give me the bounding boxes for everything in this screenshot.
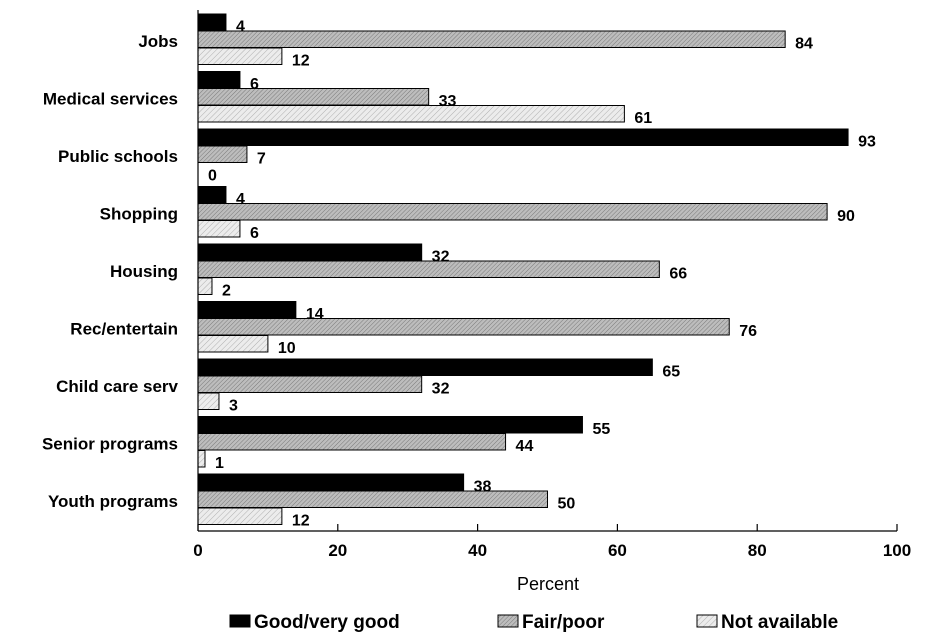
category-label-youth-programs: Youth programs	[48, 492, 178, 511]
bar-good-very-good-public-schools	[197, 128, 849, 146]
value-label-not-available-senior-programs: 1	[215, 455, 224, 472]
value-label-fair-poor-shopping: 90	[837, 208, 855, 225]
value-label-good-very-good-jobs: 4	[236, 19, 245, 36]
bar-good-very-good-rec-entertain	[197, 301, 297, 319]
legend-swatch-fair-poor	[497, 614, 519, 628]
bar-fair-poor-shopping	[197, 203, 828, 221]
bar-good-very-good-senior-programs	[197, 416, 583, 434]
legend-swatch-not-available	[696, 614, 718, 628]
value-label-good-very-good-housing: 32	[432, 249, 450, 266]
value-label-fair-poor-youth-programs: 50	[558, 496, 576, 513]
bar-good-very-good-jobs	[197, 13, 227, 31]
value-label-fair-poor-child-care-serv: 32	[432, 381, 450, 398]
bar-not-available-housing	[197, 277, 213, 295]
category-label-jobs: Jobs	[138, 32, 178, 51]
bar-not-available-senior-programs	[197, 450, 206, 468]
legend-label-not-available: Not available	[721, 612, 838, 633]
category-label-senior-programs: Senior programs	[42, 435, 178, 454]
value-label-good-very-good-rec-entertain: 14	[306, 306, 324, 323]
x-tick-label-40: 40	[468, 541, 487, 560]
x-tick-label-100: 100	[883, 541, 911, 560]
bar-good-very-good-youth-programs	[197, 473, 465, 491]
bar-not-available-child-care-serv	[197, 392, 220, 410]
bar-not-available-rec-entertain	[197, 335, 269, 353]
bar-not-available-shopping	[197, 220, 241, 238]
bar-not-available-youth-programs	[197, 507, 283, 525]
x-tick-label-80: 80	[748, 541, 767, 560]
value-label-not-available-child-care-serv: 3	[229, 398, 238, 415]
bar-fair-poor-jobs	[197, 30, 786, 48]
value-label-good-very-good-shopping: 4	[236, 191, 245, 208]
bar-good-very-good-housing	[197, 243, 423, 261]
value-label-fair-poor-senior-programs: 44	[516, 438, 534, 455]
value-label-not-available-housing: 2	[222, 283, 231, 300]
value-label-fair-poor-medical-services: 33	[439, 93, 457, 110]
category-label-housing: Housing	[110, 262, 178, 281]
category-label-rec-entertain: Rec/entertain	[70, 320, 178, 339]
value-label-fair-poor-housing: 66	[669, 266, 687, 283]
bar-good-very-good-shopping	[197, 186, 227, 204]
value-label-not-available-rec-entertain: 10	[278, 340, 296, 357]
bar-good-very-good-medical-services	[197, 71, 241, 89]
value-label-not-available-public-schools: 0	[208, 168, 217, 185]
category-label-medical-services: Medical services	[43, 90, 178, 109]
legend-swatch-good-very-good	[229, 614, 251, 628]
category-label-child-care-serv: Child care serv	[56, 377, 178, 396]
x-tick-label-60: 60	[608, 541, 627, 560]
bar-fair-poor-public-schools	[197, 145, 248, 163]
value-label-good-very-good-public-schools: 93	[858, 134, 876, 151]
category-label-public-schools: Public schools	[58, 147, 178, 166]
value-label-good-very-good-youth-programs: 38	[474, 479, 492, 496]
value-label-fair-poor-public-schools: 7	[257, 151, 266, 168]
bar-fair-poor-housing	[197, 260, 660, 278]
bar-fair-poor-senior-programs	[197, 433, 507, 451]
legend-label-fair-poor: Fair/poor	[522, 612, 605, 633]
value-label-fair-poor-rec-entertain: 76	[739, 323, 757, 340]
value-label-not-available-youth-programs: 12	[292, 513, 310, 530]
value-label-good-very-good-senior-programs: 55	[592, 421, 610, 438]
x-tick-label-0: 0	[193, 541, 202, 560]
bar-not-available-medical-services	[197, 105, 625, 123]
bar-fair-poor-medical-services	[197, 88, 430, 106]
legend-label-good-very-good: Good/very good	[254, 612, 400, 633]
bar-good-very-good-child-care-serv	[197, 358, 653, 376]
x-tick-label-20: 20	[328, 541, 347, 560]
bar-fair-poor-youth-programs	[197, 490, 548, 508]
value-label-not-available-medical-services: 61	[634, 110, 652, 127]
x-axis-title: Percent	[517, 574, 579, 594]
bar-fair-poor-child-care-serv	[197, 375, 423, 393]
value-label-not-available-jobs: 12	[292, 53, 310, 70]
bar-fair-poor-rec-entertain	[197, 318, 730, 336]
value-label-fair-poor-jobs: 84	[795, 36, 813, 53]
value-label-not-available-shopping: 6	[250, 225, 259, 242]
bar-not-available-jobs	[197, 47, 283, 65]
value-label-good-very-good-medical-services: 6	[250, 76, 259, 93]
value-label-good-very-good-child-care-serv: 65	[662, 364, 680, 381]
category-label-shopping: Shopping	[100, 205, 178, 224]
